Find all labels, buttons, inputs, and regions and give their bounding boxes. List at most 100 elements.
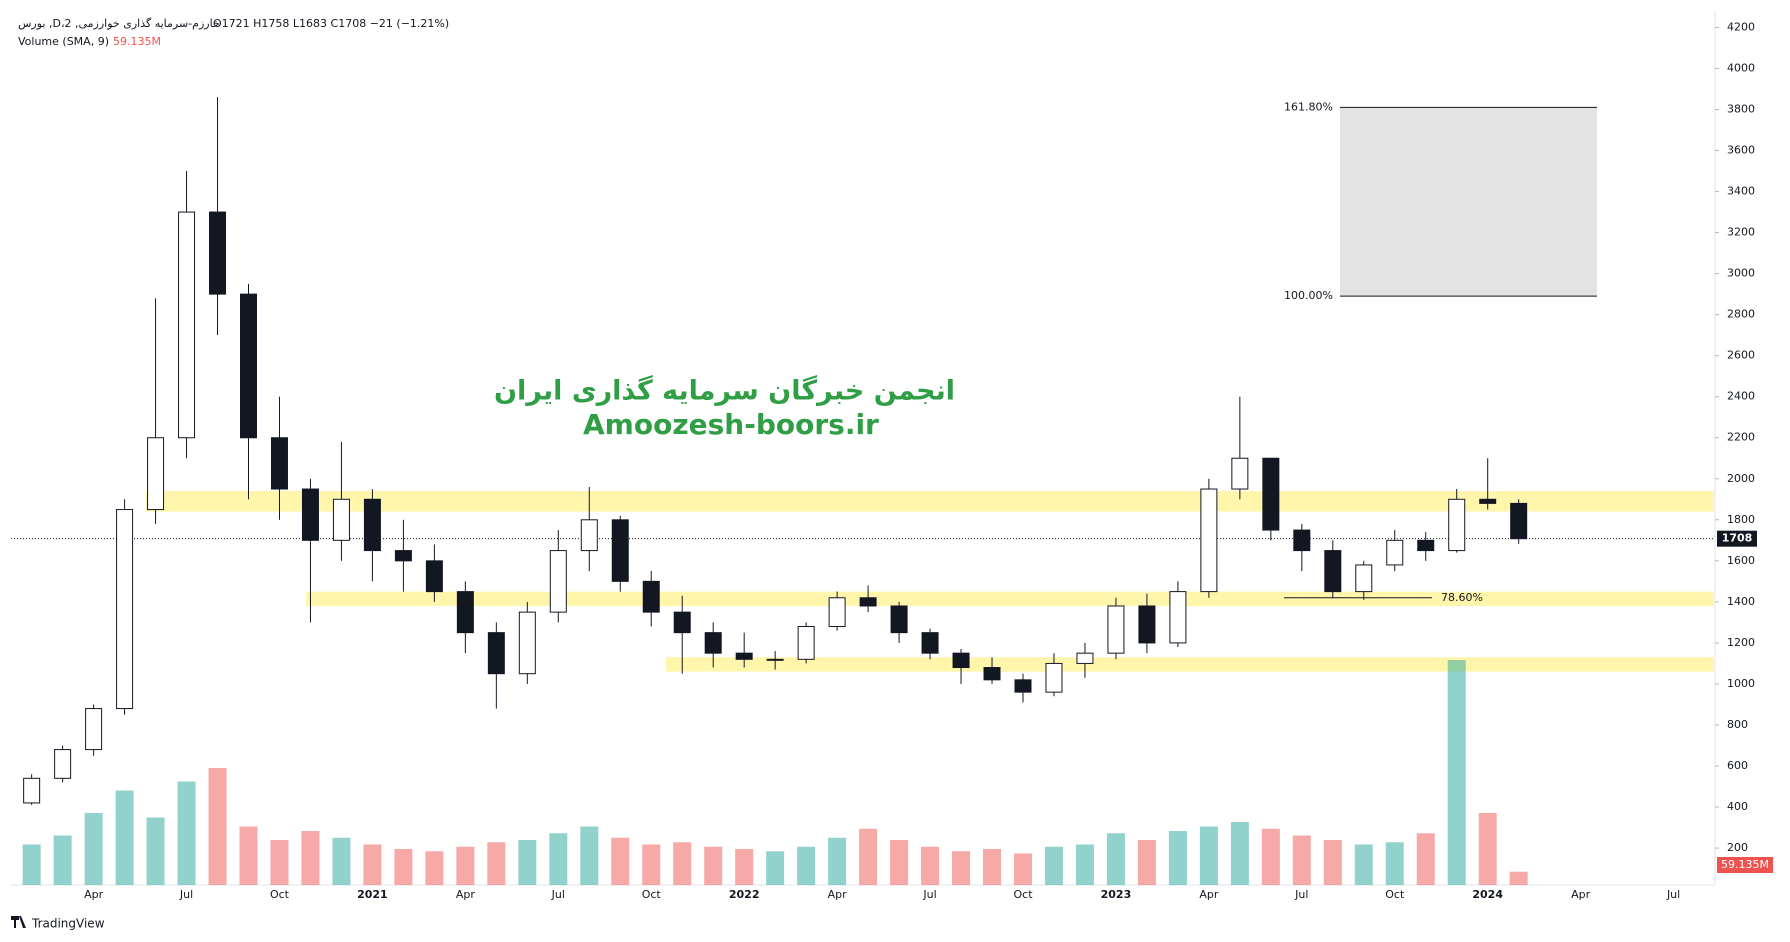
brand: TradingView bbox=[31, 917, 105, 931]
x-tick-label: Apr bbox=[84, 888, 104, 901]
last-price-tag bbox=[1717, 530, 1757, 547]
candle-body bbox=[1386, 539, 1404, 566]
candle-body bbox=[983, 667, 1001, 681]
x-tick-label: 2022 bbox=[729, 888, 760, 901]
candle-body bbox=[1045, 662, 1063, 693]
volume-bar bbox=[1447, 660, 1466, 885]
candle-body bbox=[735, 652, 753, 660]
volume-bar bbox=[1261, 828, 1280, 885]
y-tick-label: 3400 bbox=[1727, 185, 1755, 198]
x-tick-label: Oct bbox=[1385, 888, 1405, 901]
volume-bar bbox=[518, 840, 537, 885]
candle-body bbox=[921, 632, 939, 654]
y-tick-label: 1000 bbox=[1727, 677, 1755, 690]
candle-body bbox=[209, 211, 227, 295]
candle-body bbox=[1510, 502, 1528, 540]
volume-bar bbox=[270, 840, 289, 885]
volume-bar bbox=[1354, 844, 1373, 885]
y-tick-label: 1200 bbox=[1727, 636, 1755, 649]
volume-bar bbox=[1478, 813, 1497, 885]
candle-body bbox=[580, 519, 598, 552]
candle-body bbox=[1107, 605, 1125, 654]
volume-bar bbox=[1168, 831, 1187, 885]
y-tick-label: 3000 bbox=[1727, 267, 1755, 280]
watermark-url: Amoozesh-boors.ir bbox=[583, 408, 879, 441]
x-tick-label: Jul bbox=[1666, 888, 1680, 901]
volume-bar bbox=[425, 851, 444, 885]
y-tick-label: 3200 bbox=[1727, 226, 1755, 239]
x-tick-label: 2023 bbox=[1101, 888, 1132, 901]
candle-body bbox=[1448, 498, 1466, 552]
volume-bar bbox=[456, 846, 475, 885]
y-tick-label: 1400 bbox=[1727, 595, 1755, 608]
y-tick-label: 2800 bbox=[1727, 308, 1755, 321]
candle-body bbox=[611, 519, 629, 582]
volume-bar bbox=[1014, 853, 1032, 885]
candle-body bbox=[394, 550, 412, 562]
volume-bar bbox=[1075, 844, 1094, 885]
volume-bar bbox=[332, 837, 351, 885]
y-tick-label: 4000 bbox=[1727, 61, 1755, 74]
volume-bar bbox=[1199, 826, 1218, 885]
candle-body bbox=[766, 658, 784, 661]
fib-box bbox=[1340, 107, 1597, 297]
candle-body bbox=[890, 605, 908, 634]
ohlc: O1721 H1758 L1683 C1708 −21 (−1.21%) bbox=[213, 17, 449, 30]
x-tick-label: Jul bbox=[922, 888, 936, 901]
volume-bar bbox=[580, 826, 599, 885]
candle-body bbox=[240, 293, 257, 439]
volume-bar bbox=[363, 844, 382, 885]
candle-body bbox=[1169, 591, 1187, 644]
brand-logo bbox=[11, 916, 26, 928]
last-price-label: 1708 bbox=[1722, 532, 1753, 545]
candle-body bbox=[270, 437, 288, 490]
x-tick-label: Apr bbox=[1199, 888, 1219, 901]
volume-bar bbox=[983, 849, 1002, 885]
volume-bar bbox=[1385, 842, 1404, 885]
x-tick-label: Oct bbox=[270, 888, 290, 901]
x-tick-label: Apr bbox=[828, 888, 848, 901]
candle-body bbox=[859, 597, 877, 607]
volume-bar bbox=[115, 790, 134, 885]
volume-bar bbox=[859, 828, 878, 885]
volume-bar bbox=[239, 826, 258, 885]
candle-body bbox=[1479, 498, 1497, 504]
candle-body bbox=[116, 509, 134, 710]
x-tick-label: Apr bbox=[1571, 888, 1591, 901]
volume-bar bbox=[394, 849, 413, 885]
volume-tag bbox=[1717, 857, 1773, 873]
volume-bar bbox=[828, 837, 847, 885]
volume-bar bbox=[921, 846, 940, 885]
volume-bar bbox=[1509, 871, 1528, 885]
candle-body bbox=[1014, 679, 1032, 693]
volume-bar bbox=[487, 842, 506, 885]
candle-body bbox=[301, 488, 319, 541]
fib-label: 161.80% bbox=[1284, 100, 1333, 113]
support-zone bbox=[146, 491, 1714, 512]
candle-body bbox=[673, 611, 691, 634]
candle-body bbox=[1200, 488, 1218, 593]
volume-value: 59.135M bbox=[113, 35, 161, 48]
candle-body bbox=[828, 597, 846, 627]
candle-body bbox=[952, 652, 970, 669]
volume-bar bbox=[642, 844, 661, 885]
x-tick-label: Apr bbox=[456, 888, 476, 901]
y-tick-label: 3600 bbox=[1727, 144, 1755, 157]
volume-bar bbox=[177, 781, 196, 885]
volume-bar bbox=[797, 846, 816, 885]
candle-body bbox=[797, 625, 815, 660]
x-tick-label: Jul bbox=[551, 888, 565, 901]
volume-bar bbox=[84, 813, 103, 885]
candle-body bbox=[1355, 564, 1373, 593]
x-tick-label: Oct bbox=[642, 888, 662, 901]
volume-bar bbox=[611, 837, 630, 885]
watermark-text: انجمن خبرگان سرمایه گذاری ایران bbox=[494, 375, 955, 407]
y-tick-label: 2600 bbox=[1727, 349, 1755, 362]
candle-body bbox=[1262, 457, 1280, 531]
candle-body bbox=[425, 560, 443, 593]
volume-bar bbox=[301, 831, 320, 885]
volume-bar bbox=[952, 851, 971, 885]
volume-bar bbox=[1416, 833, 1435, 885]
volume-bar bbox=[1230, 822, 1249, 885]
x-tick-label: Oct bbox=[1013, 888, 1033, 901]
